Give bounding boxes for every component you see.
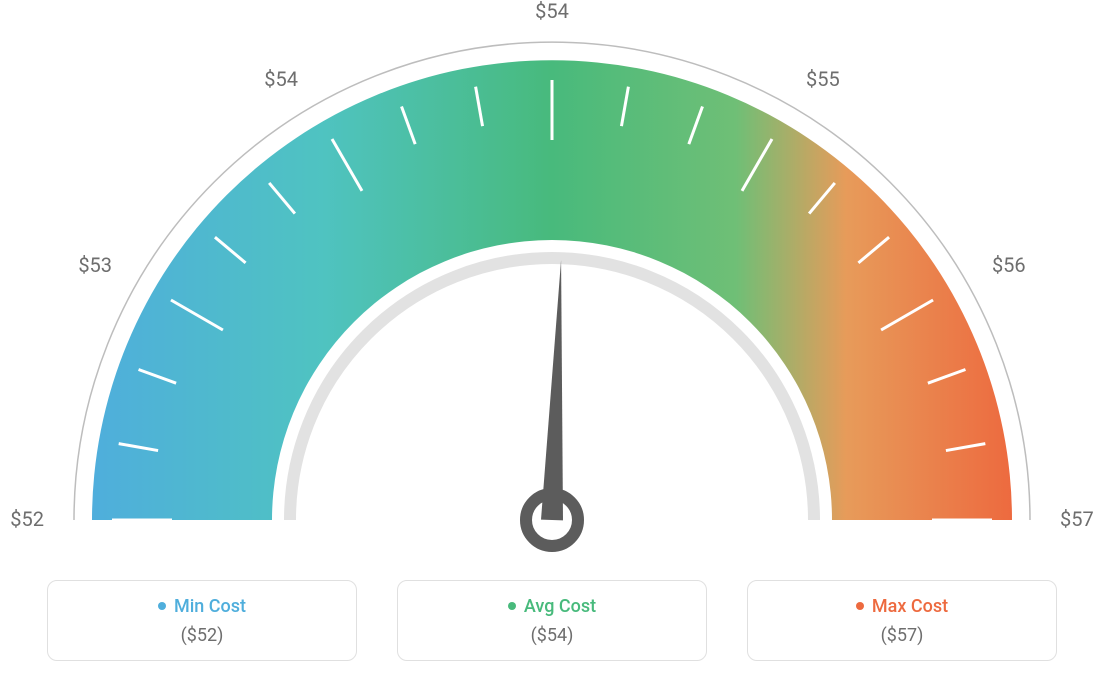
legend-card-min: Min Cost ($52) bbox=[47, 580, 357, 661]
legend-title-avg: Avg Cost bbox=[508, 596, 596, 617]
legend-label-max: Max Cost bbox=[872, 596, 948, 617]
svg-text:$57: $57 bbox=[1060, 507, 1094, 531]
gauge-chart: $52 $53 $54 $54 $55 $56 $57 bbox=[0, 0, 1104, 560]
legend-dot-min bbox=[158, 602, 166, 610]
legend-card-avg: Avg Cost ($54) bbox=[397, 580, 707, 661]
legend-card-max: Max Cost ($57) bbox=[747, 580, 1057, 661]
gauge-svg: $52 $53 $54 $54 $55 $56 $57 bbox=[0, 0, 1104, 560]
legend-dot-max bbox=[856, 602, 864, 610]
legend-dot-avg bbox=[508, 602, 516, 610]
legend-value-min: ($52) bbox=[68, 625, 336, 646]
legend-label-avg: Avg Cost bbox=[524, 596, 596, 617]
legend-title-max: Max Cost bbox=[856, 596, 948, 617]
svg-text:$55: $55 bbox=[806, 67, 840, 91]
legend-value-avg: ($54) bbox=[418, 625, 686, 646]
svg-text:$54: $54 bbox=[264, 67, 298, 91]
svg-text:$53: $53 bbox=[78, 253, 112, 277]
legend-label-min: Min Cost bbox=[174, 596, 246, 617]
legend-value-max: ($57) bbox=[768, 625, 1036, 646]
legend-row: Min Cost ($52) Avg Cost ($54) Max Cost (… bbox=[0, 580, 1104, 661]
svg-text:$54: $54 bbox=[535, 0, 569, 23]
svg-text:$52: $52 bbox=[10, 507, 44, 531]
legend-title-min: Min Cost bbox=[158, 596, 246, 617]
svg-text:$56: $56 bbox=[992, 253, 1026, 277]
